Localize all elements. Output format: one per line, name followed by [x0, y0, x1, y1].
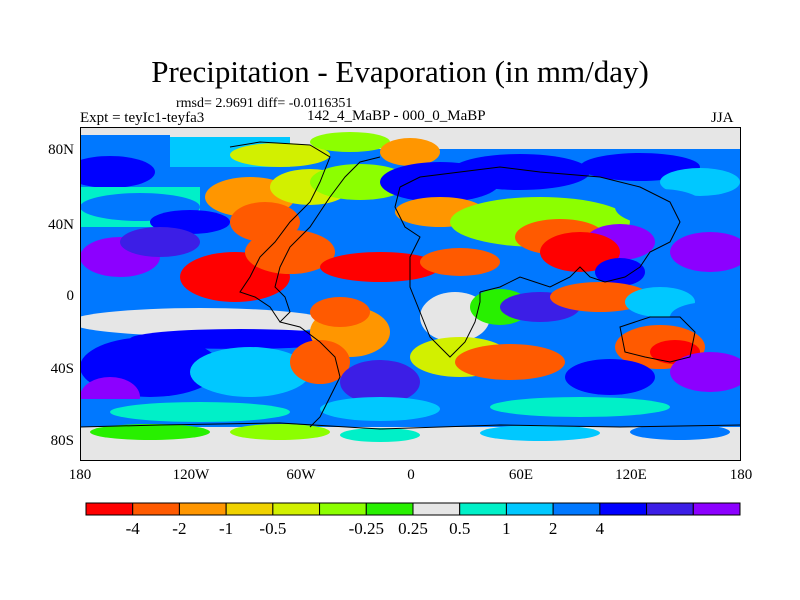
- stats-subtitle: rmsd= 2.9691 diff= -0.0116351: [176, 96, 353, 111]
- colorbar-box-5: [319, 502, 367, 516]
- colorbar-label: -1: [219, 519, 234, 538]
- lat-tick-80s: 80S: [50, 433, 74, 449]
- colorbar-box-7: [412, 502, 461, 516]
- map-panel: [80, 127, 741, 461]
- colorbar-label: -0.25: [348, 519, 384, 538]
- colorbar-box-9: [505, 502, 554, 516]
- colorbar-box-1: [132, 502, 180, 516]
- pe-field-map: [80, 127, 741, 461]
- colorbar-box-4: [272, 502, 321, 516]
- colorbar-box-13: [692, 502, 741, 516]
- coastlines: [80, 141, 741, 430]
- experiment-label: Expt = teyIc1-teyfa3: [80, 110, 205, 126]
- colorbar-box-6: [365, 502, 414, 516]
- colorbar-label: 0.5: [449, 519, 471, 538]
- colorbar-box-12: [646, 502, 694, 516]
- lat-tick-0: 0: [66, 288, 75, 304]
- lon-tick-120w: 120W: [172, 467, 210, 483]
- colorbar-label: 2: [548, 519, 558, 538]
- colorbar-box-3: [225, 502, 274, 516]
- colorbar-label: -0.5: [259, 519, 287, 538]
- lon-tick-180w: 180: [68, 467, 92, 483]
- colorbar-box-10: [552, 502, 601, 516]
- colorbar-box-0: [85, 502, 134, 516]
- lon-tick-60w: 60W: [286, 467, 316, 483]
- colorbar-box-2: [178, 502, 227, 516]
- lat-tick-40n: 40N: [48, 217, 74, 233]
- field-shading: [80, 127, 741, 461]
- colorbar-label: -4: [125, 519, 140, 538]
- map-border: [80, 127, 741, 461]
- lon-tick-120e: 120E: [615, 467, 647, 483]
- colorbar-boxes: [85, 502, 741, 516]
- periods-subtitle: 142_4_MaBP - 000_0_MaBP: [307, 108, 486, 124]
- colorbar-label: -2: [172, 519, 187, 538]
- colorbar-label: 0.25: [398, 519, 428, 538]
- colorbar-box-8: [459, 502, 507, 516]
- map-title: Precipitation - Evaporation (in mm/day): [151, 54, 649, 89]
- colorbar-label: 4: [595, 519, 605, 538]
- colorbar-box-11: [599, 502, 648, 516]
- colorbar: [85, 502, 741, 521]
- season-label: JJA: [711, 110, 734, 126]
- lon-tick-60e: 60E: [508, 467, 534, 483]
- lon-tick-180e: 180: [729, 467, 753, 483]
- colorbar-label: 1: [502, 519, 511, 538]
- lon-tick-0: 0: [407, 467, 415, 483]
- lat-tick-40s: 40S: [50, 361, 74, 377]
- lat-tick-80n: 80N: [48, 142, 74, 158]
